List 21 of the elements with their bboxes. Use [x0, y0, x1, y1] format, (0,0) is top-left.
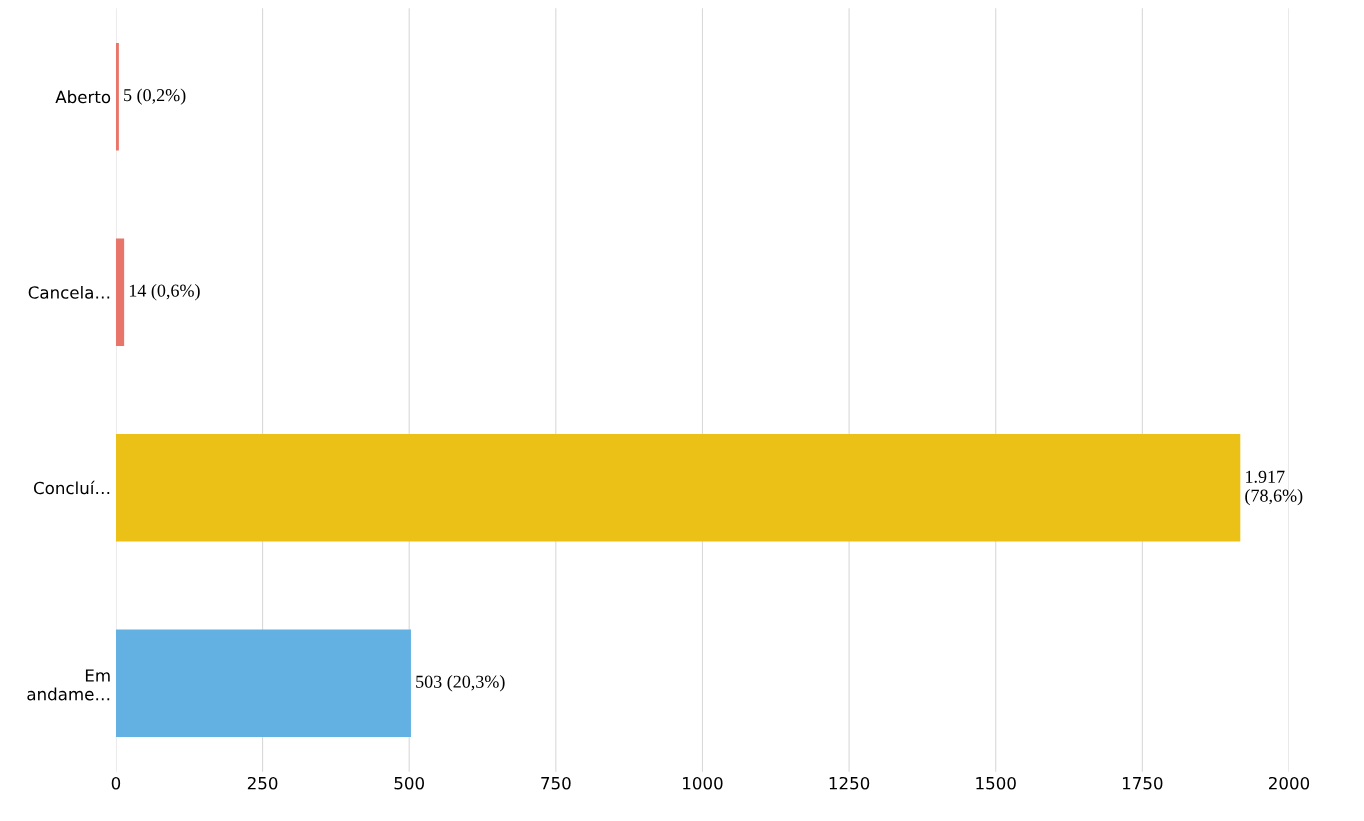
x-tick-label: 1000 — [683, 776, 723, 790]
bar — [115, 629, 411, 738]
data-label: 1.917 (78,6%) — [1245, 470, 1303, 506]
y-tick-label: Aberto — [55, 90, 111, 104]
bar — [115, 42, 119, 151]
bar — [115, 433, 1241, 542]
x-tick-label: 0 — [111, 776, 121, 790]
x-tick-label: 750 — [541, 776, 571, 790]
x-tick-label: 1750 — [1122, 776, 1163, 790]
x-tick-label: 500 — [394, 776, 424, 790]
data-label: 5 (0,2%) — [124, 88, 186, 105]
x-tick-label: 250 — [247, 776, 278, 790]
data-label: 14 (0,6%) — [129, 284, 200, 301]
x-tick-label: 1250 — [829, 776, 870, 790]
bar — [115, 238, 125, 346]
x-tick-label: 2000 — [1268, 776, 1310, 790]
y-tick-label: Cancela… — [28, 285, 110, 299]
x-tick-label: 1500 — [976, 776, 1016, 790]
data-label: 503 (20,3%) — [416, 675, 505, 692]
y-tick-label: Concluí… — [33, 480, 110, 495]
y-tick-label: Em andame… — [27, 669, 110, 701]
